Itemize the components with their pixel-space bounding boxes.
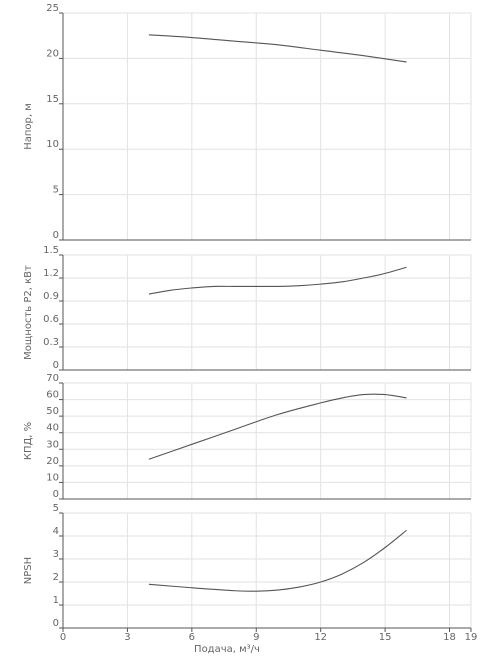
y-tick-label: 5 [53, 185, 59, 196]
series-line-efficiency [148, 393, 407, 460]
y-tick-label: 0.6 [43, 314, 59, 325]
x-axis-title: Подача, м³/ч [194, 644, 260, 655]
y-tick-label: 0 [53, 618, 59, 629]
y-tick-label: 5 [53, 503, 59, 514]
y-tick-label: 4 [53, 526, 59, 537]
y-tick-label: 10 [46, 139, 59, 150]
y-tick-label: 20 [46, 456, 59, 467]
y-tick-label: 25 [46, 3, 59, 14]
y-tick-label: 20 [46, 48, 59, 59]
y-tick-label: 2 [53, 572, 59, 583]
y-tick-label: 3 [53, 549, 59, 560]
y-tick-label: 0.9 [43, 291, 59, 302]
y-tick-label: 0 [53, 230, 59, 241]
y-tick-label: 50 [46, 406, 59, 417]
x-tick-label: 6 [189, 632, 195, 643]
x-tick-label: 18 [443, 632, 456, 643]
y-tick-label: 1 [53, 595, 59, 606]
y-tick-label: 10 [46, 472, 59, 483]
x-tick-label: 9 [253, 632, 259, 643]
series-line-npsh [148, 529, 407, 592]
chart-panel-head: 0 5 10 15 20 25 Напор, м [23, 3, 472, 241]
y-tick-label: 0 [53, 360, 59, 371]
y-tick-label: 60 [46, 390, 59, 401]
y-tick-label: 15 [46, 94, 59, 105]
y-axis-title: Мощность P2, кВт [23, 265, 34, 360]
x-tick-label: 15 [379, 632, 392, 643]
chart-panel-efficiency: 0 10 20 30 40 50 60 70 КПД, % [23, 373, 472, 500]
y-tick-label: 0 [53, 489, 59, 500]
x-tick-label: 0 [60, 632, 66, 643]
x-tick-label: 3 [124, 632, 130, 643]
chart-panel-power: 0 0.3 0.6 0.9 1.2 1.5 Мощность P2, кВт [23, 245, 472, 371]
x-tick-label: 12 [314, 632, 327, 643]
y-tick-label: 40 [46, 423, 59, 434]
y-axis-title: Напор, м [23, 103, 34, 150]
y-tick-label: 70 [46, 373, 59, 384]
y-axis-title: NPSH [23, 557, 34, 584]
x-tick-label: 19 [465, 632, 478, 643]
y-tick-label: 30 [46, 439, 59, 450]
y-axis-title: КПД, % [23, 422, 34, 460]
y-tick-label: 0.3 [43, 337, 59, 348]
series-line-head [148, 34, 407, 63]
y-tick-label: 1.2 [43, 268, 59, 279]
y-tick-label: 1.5 [43, 245, 59, 256]
series-line-power [148, 266, 407, 295]
